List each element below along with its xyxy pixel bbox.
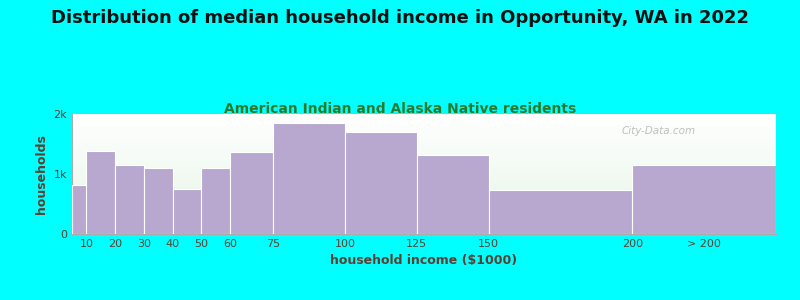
Text: American Indian and Alaska Native residents: American Indian and Alaska Native reside… bbox=[224, 102, 576, 116]
Bar bbox=[115, 165, 144, 234]
Bar bbox=[632, 165, 776, 234]
Bar bbox=[345, 132, 417, 234]
Bar bbox=[202, 168, 230, 234]
Text: City-Data.com: City-Data.com bbox=[621, 126, 695, 136]
Bar bbox=[417, 155, 489, 234]
Text: Distribution of median household income in Opportunity, WA in 2022: Distribution of median household income … bbox=[51, 9, 749, 27]
Bar bbox=[273, 123, 345, 234]
Bar bbox=[173, 189, 202, 234]
Bar bbox=[86, 151, 115, 234]
Bar bbox=[489, 190, 632, 234]
X-axis label: household income ($1000): household income ($1000) bbox=[330, 254, 518, 267]
Y-axis label: households: households bbox=[35, 134, 48, 214]
Bar bbox=[230, 152, 273, 234]
Bar bbox=[72, 185, 101, 234]
Bar bbox=[144, 168, 173, 234]
